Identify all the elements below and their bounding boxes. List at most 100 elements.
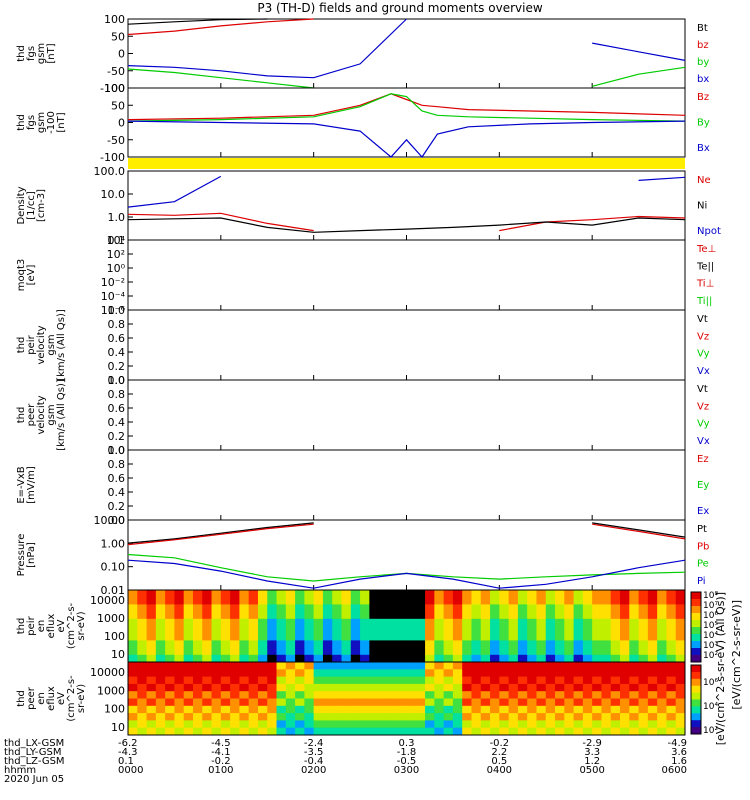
spectrogram-cell [304, 662, 315, 670]
spectrogram-cell [230, 618, 240, 627]
spectrogram-cell [564, 720, 575, 729]
spectrogram-cell [285, 640, 296, 649]
spectrogram-cell [341, 698, 352, 707]
spectrogram-cell [564, 597, 575, 605]
spectrogram-cell [666, 618, 677, 627]
spectrogram-cell [350, 727, 361, 736]
spectrogram-cell [202, 626, 213, 634]
spectrogram-cell [675, 683, 686, 692]
spectrogram-cell [452, 647, 463, 656]
spectrogram-cell [202, 662, 213, 670]
spectrogram-cell [341, 727, 352, 736]
spectrogram-cell [527, 720, 537, 729]
spectrogram [128, 662, 686, 736]
spectrogram-cell [248, 611, 259, 620]
spectrogram-cell [230, 633, 240, 641]
spectrogram-cell [638, 683, 649, 692]
legend-item: Te⊥ [696, 244, 716, 255]
y-axis-label-line: gsm [46, 334, 57, 355]
spectrogram-cell [647, 669, 658, 678]
y-tick-label: 10000 [90, 666, 125, 679]
spectrogram-cell [471, 720, 482, 729]
spectrogram-cell [248, 705, 259, 714]
spectrogram-cell [480, 713, 491, 721]
spectrogram-cell [675, 590, 686, 598]
x-axis-value: -4.3 [118, 747, 138, 758]
spectrogram-cell [499, 590, 510, 598]
spectrogram-cell [304, 676, 315, 685]
spectrogram-cell [341, 720, 352, 729]
spectrogram-cell [257, 676, 268, 685]
spectrogram-cell [452, 597, 463, 605]
spectrogram-cell [369, 597, 380, 605]
spectrogram-cell [341, 590, 352, 598]
spectrogram-cell [610, 626, 621, 634]
spectrogram-cell [295, 647, 305, 656]
spectrogram-cell [174, 713, 185, 721]
y-tick-label: 0 [118, 48, 125, 61]
spectrogram-cell [267, 705, 278, 714]
spectrogram-cell [638, 727, 649, 736]
spectrogram-cell [406, 662, 417, 670]
spectrogram-cell [397, 676, 407, 685]
spectrogram-cell [601, 640, 612, 649]
y-axis-label-line: peir [26, 615, 37, 635]
spectrogram-cell [490, 727, 500, 736]
spectrogram-cell [248, 727, 259, 736]
legend-item: Pt [697, 524, 707, 535]
spectrogram-cell [174, 698, 185, 707]
spectrogram-cell [397, 654, 407, 663]
spectrogram-cell [313, 604, 324, 613]
spectrogram-cell [573, 662, 584, 670]
spectrogram-cell [165, 633, 175, 641]
spectrogram-cell [527, 590, 537, 598]
spectrogram-cell [248, 691, 259, 699]
spectrogram-cell [527, 618, 537, 627]
spectrogram-cell [350, 662, 361, 670]
spectrogram-cell [332, 705, 343, 714]
spectrogram-cell [555, 669, 565, 678]
spectrogram-cell [257, 698, 268, 707]
spectrogram-cell [592, 698, 602, 707]
legend-item: Vx [697, 366, 710, 377]
spectrogram-cell [397, 604, 407, 613]
spectrogram-cell [128, 633, 138, 641]
spectrogram-cell [276, 720, 287, 729]
spectrogram-cell [601, 720, 612, 729]
spectrogram-cell [397, 618, 407, 627]
spectrogram-cell [610, 597, 621, 605]
panel-peer-velocity: thdpeervelocitygsm[km/s (All Qs)] 1.00.80… [16, 374, 710, 457]
spectrogram-cell [220, 727, 231, 736]
spectrogram-cell [610, 654, 621, 663]
spectrogram-cell [443, 713, 454, 721]
spectrogram-cell [230, 720, 240, 729]
spectrogram-cell [657, 640, 667, 649]
spectrogram-cell [322, 640, 333, 649]
spectrogram-cell [267, 669, 278, 678]
spectrogram-cell [332, 604, 343, 613]
spectrogram-cell [582, 720, 593, 729]
spectrogram-cell [137, 683, 148, 692]
spectrogram-cell [239, 713, 250, 721]
spectrogram-cell [452, 727, 463, 736]
spectrogram-cell [387, 611, 398, 620]
spectrogram-cell [230, 590, 240, 598]
spectrogram-cell [257, 633, 268, 641]
spectrogram-cell [462, 618, 472, 627]
spectrogram-cell [332, 590, 343, 598]
spectrogram-cell [545, 590, 556, 598]
spectrogram-cell [378, 604, 389, 613]
spectrogram-cell [675, 640, 686, 649]
spectrogram-cell [220, 669, 231, 678]
spectrogram-cell [378, 705, 389, 714]
spectrogram-cell [285, 727, 296, 736]
spectrogram-cell [657, 669, 667, 678]
spectrogram-cell [276, 691, 287, 699]
spectrogram-cell [248, 676, 259, 685]
spectrogram-cell [230, 713, 240, 721]
spectrogram-cell [406, 618, 417, 627]
spectrogram-cell [415, 604, 426, 613]
spectrogram-cell [499, 676, 510, 685]
spectrogram-cell [555, 713, 565, 721]
spectrogram-cell [620, 626, 630, 634]
